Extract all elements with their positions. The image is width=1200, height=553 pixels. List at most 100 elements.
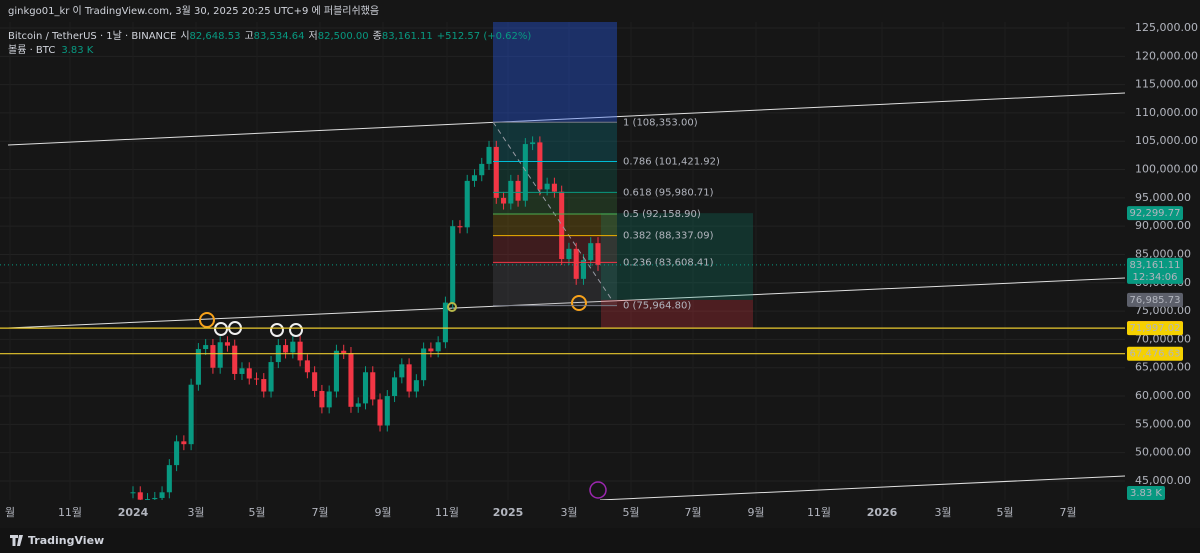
- x-tick-label: 3월: [560, 506, 577, 519]
- stop-zone: [601, 299, 753, 328]
- fib-top-zone: [493, 22, 617, 123]
- legend-item: 볼륨 · BTC: [8, 44, 55, 56]
- touch-circle: [199, 312, 215, 328]
- candle: [522, 144, 528, 201]
- price-tag: [1127, 321, 1183, 336]
- x-tick-label: 2025: [493, 506, 524, 519]
- x-tick-label: 7월: [1059, 506, 1076, 519]
- candle: [515, 180, 521, 201]
- y-tick-label: 70,000.00: [1135, 332, 1191, 345]
- candle: [428, 348, 434, 352]
- fib-zone: [493, 213, 617, 236]
- candle: [261, 379, 267, 392]
- y-tick-label: 125,000.00: [1135, 21, 1198, 34]
- channel-line: [7, 277, 1125, 329]
- touch-circle: [447, 302, 457, 312]
- volume-tag: [1127, 486, 1165, 500]
- fib-label: 0.5 (92,158.90): [623, 209, 701, 220]
- event-icon[interactable]: [589, 481, 607, 499]
- legend-item: 83,161.11: [382, 31, 433, 42]
- y-tick-label: 100,000.00: [1135, 163, 1198, 176]
- channel-line: [7, 92, 1125, 146]
- candle: [413, 380, 419, 392]
- price-tag-label: 71,997.02: [1130, 323, 1181, 334]
- candle: [297, 341, 303, 361]
- x-tick-label: 2026: [867, 506, 898, 519]
- legend-item: 83,534.64: [254, 31, 305, 42]
- y-tick-label: 105,000.00: [1135, 134, 1198, 147]
- x-tick-label: 9월: [374, 506, 391, 519]
- touch-circle: [571, 295, 587, 311]
- y-tick-label: 90,000.00: [1135, 219, 1191, 232]
- y-tick-label: 45,000.00: [1135, 474, 1191, 487]
- x-tick-label: 11월: [435, 506, 459, 519]
- publisher: ginkgo01_kr 이 TradingView.com, 3월 30, 20…: [8, 4, 379, 17]
- candle: [566, 248, 572, 260]
- footer-bar: [0, 528, 1200, 553]
- candle: [188, 384, 194, 445]
- candle: [166, 465, 172, 493]
- candle: [450, 226, 456, 303]
- price-tag-label: 83,161.11: [1130, 260, 1181, 271]
- y-tick-label: 55,000.00: [1135, 417, 1191, 430]
- candle: [595, 243, 601, 265]
- x-tick-label: 7월: [311, 506, 328, 519]
- x-tick-label: 9월: [747, 506, 764, 519]
- candle: [486, 146, 492, 164]
- candle: [573, 248, 579, 279]
- y-tick-label: 60,000.00: [1135, 389, 1191, 402]
- candle: [530, 142, 536, 145]
- candle: [399, 364, 405, 378]
- candle: [268, 362, 274, 392]
- price-tag-label: 92,299.77: [1130, 208, 1181, 219]
- fib-zone: [493, 262, 617, 306]
- candle: [333, 350, 339, 392]
- legend-item: 저: [309, 30, 318, 42]
- channel-line: [599, 475, 1125, 500]
- candle: [203, 345, 209, 350]
- price-tag: [1127, 257, 1183, 284]
- candle: [232, 345, 238, 374]
- candle: [239, 368, 245, 374]
- candle: [442, 302, 448, 343]
- touch-circle: [270, 323, 284, 337]
- fib-label: 0.618 (95,980.71): [623, 187, 714, 198]
- candle: [493, 146, 499, 198]
- fib-label: 0.236 (83,608.41): [623, 257, 714, 268]
- touch-circle: [289, 323, 303, 337]
- candle: [580, 260, 587, 279]
- y-tick-label: 120,000.00: [1135, 49, 1198, 62]
- target-zone: [601, 213, 753, 300]
- candle: [377, 399, 383, 426]
- candle: [355, 403, 361, 407]
- candle: [421, 348, 427, 381]
- candle: [435, 342, 441, 352]
- candle: [479, 163, 485, 176]
- x-tick-label: 2024: [118, 506, 149, 519]
- candle: [406, 364, 412, 392]
- y-tick-label: 75,000.00: [1135, 304, 1191, 317]
- candle: [326, 391, 332, 408]
- candle: [181, 441, 187, 445]
- fib-label: 1 (108,353.00): [623, 117, 698, 128]
- y-tick-label: 85,000.00: [1135, 247, 1191, 260]
- legend-item: 3.83 K: [61, 45, 93, 56]
- candle: [544, 183, 550, 190]
- x-tick-label: 11월: [58, 506, 82, 519]
- price-tag-time: 12:34:06: [1133, 272, 1178, 283]
- candle: [144, 499, 151, 500]
- x-tick-label: 5월: [248, 506, 265, 519]
- legend-item: 종: [373, 30, 382, 42]
- candle: [217, 342, 223, 368]
- y-tick-label: 110,000.00: [1135, 106, 1198, 119]
- x-tick-label: 3월: [934, 506, 951, 519]
- fib-label: 0.382 (88,337.09): [623, 231, 714, 242]
- candle: [471, 175, 478, 181]
- legend-item: Bitcoin / TetherUS · 1날 · BINANCE: [8, 30, 176, 42]
- candle: [588, 243, 594, 261]
- candle: [159, 492, 165, 498]
- candle: [341, 350, 347, 354]
- candle: [319, 390, 325, 408]
